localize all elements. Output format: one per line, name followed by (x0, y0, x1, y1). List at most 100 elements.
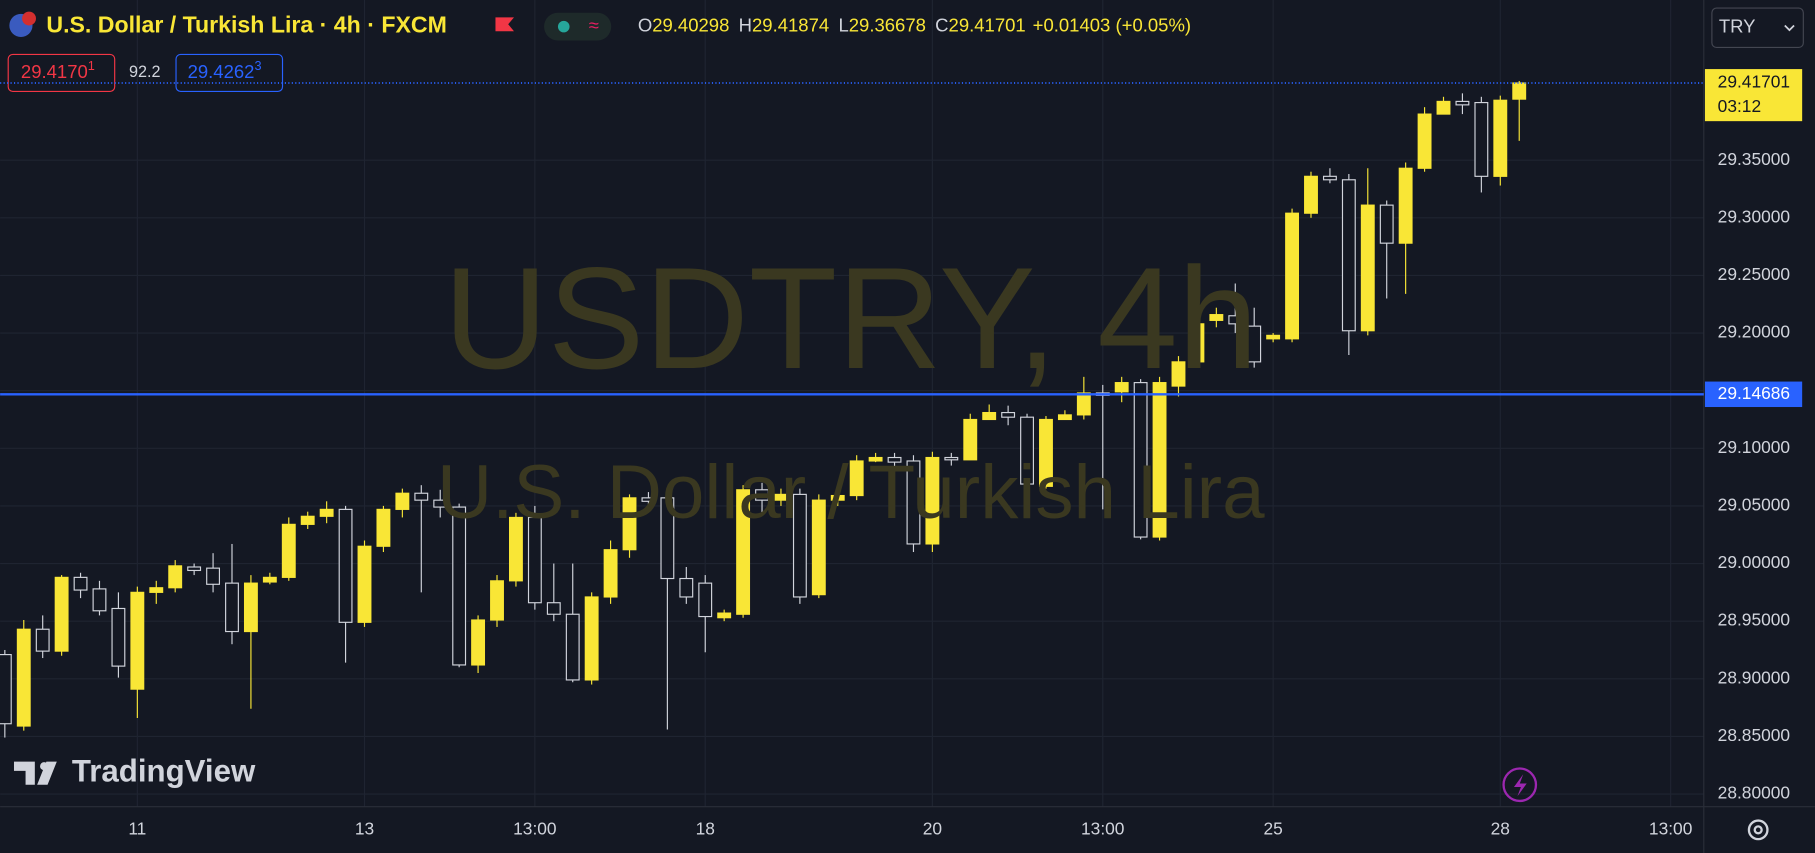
candle-body (357, 545, 372, 623)
dropdown-arrow (1784, 24, 1795, 32)
candle-body (925, 456, 940, 545)
candle-body (603, 549, 618, 598)
ohlc-label: H (739, 15, 752, 36)
candle-body (698, 582, 713, 618)
x-tick-label: 13:00 (1649, 818, 1692, 838)
y-tick-label: 29.35000 (1718, 149, 1790, 169)
buy-button[interactable] (175, 53, 284, 93)
candle-body (774, 493, 788, 501)
candle-body (149, 587, 164, 593)
candle-body (584, 596, 599, 681)
candle-body (281, 523, 296, 578)
data-status: ≈ (589, 15, 599, 36)
candle-body (1247, 325, 1262, 363)
x-tick-label: 20 (923, 818, 942, 838)
bid-price: 29.41701 (21, 58, 95, 81)
y-tick-label: 28.80000 (1718, 783, 1790, 803)
candle-body (887, 456, 902, 463)
y-tick-label: 29.00000 (1718, 552, 1790, 572)
candle-body (1341, 179, 1356, 332)
candle-body (338, 508, 353, 623)
brand-logo (40, 762, 49, 771)
status-pill[interactable] (544, 12, 612, 41)
price-line-label: 29.14686 (1718, 383, 1790, 403)
candle-body (130, 591, 145, 690)
candle-body (660, 497, 675, 580)
candle-body (433, 499, 448, 508)
candle-body (1133, 382, 1148, 538)
countdown: 03:12 (1718, 96, 1761, 116)
ohlc-label: C (935, 15, 948, 36)
x-tick-label: 13:00 (1081, 818, 1124, 838)
ask-sup: 3 (254, 58, 261, 73)
ohlc-change: +0.01403 (+0.05%) (1033, 15, 1191, 36)
flag-marker[interactable] (495, 17, 514, 32)
candle-body (641, 497, 656, 502)
candle-body (187, 566, 202, 572)
candle-body (868, 456, 883, 462)
candle-body (982, 411, 997, 421)
ohlc-label: O (638, 15, 652, 36)
spread: 92.2 (129, 63, 161, 81)
symbol-title[interactable]: U.S. Dollar / Turkish Lira · 4h · FXCM (46, 12, 446, 38)
ohlc-label: L (838, 15, 848, 36)
candle-body (395, 492, 410, 510)
settings-icon (1753, 825, 1763, 835)
x-tick-label: 13:00 (513, 818, 556, 838)
candle-body (1190, 323, 1205, 363)
candle-body (830, 494, 845, 501)
y-tick-label: 29.25000 (1718, 264, 1790, 284)
candle-body (1417, 113, 1432, 169)
bid-sup: 1 (88, 58, 95, 73)
candle-body (1266, 334, 1281, 340)
candle-body (906, 460, 921, 545)
candle-body (527, 516, 542, 604)
last-price-label: 29.41701 (1718, 72, 1790, 92)
flag-icon (22, 11, 36, 26)
candle-body (0, 654, 12, 725)
candle-body (1001, 411, 1016, 418)
market-status (557, 20, 570, 33)
sell-button[interactable] (7, 53, 116, 93)
candle-body (679, 577, 694, 598)
candle-body (736, 489, 751, 615)
price-line-tag (1704, 381, 1803, 408)
candle-body (1114, 382, 1129, 393)
candle-body (1436, 100, 1451, 115)
candle-body (319, 508, 334, 517)
y-tick-label: 28.85000 (1718, 725, 1790, 745)
brand-name: TradingView (72, 753, 256, 788)
ohlc-value: 29.41701 (949, 15, 1026, 36)
y-tick-label: 29.30000 (1718, 206, 1790, 226)
candle-body (471, 619, 486, 666)
candle-body (1057, 414, 1072, 421)
alert-icon (1513, 774, 1527, 797)
x-tick-label: 25 (1263, 818, 1282, 838)
x-tick-label: 28 (1491, 818, 1510, 838)
candle-body (1398, 167, 1413, 244)
candle-body (546, 602, 561, 615)
candle-body (225, 582, 239, 633)
alert-icon[interactable] (1502, 767, 1538, 803)
candle-body (168, 565, 183, 589)
candle-body (1209, 314, 1224, 321)
candle-body (376, 508, 391, 547)
candle-body (1285, 212, 1300, 340)
candle-body (206, 567, 221, 585)
y-tick-label: 29.05000 (1718, 494, 1790, 514)
candle-body (111, 607, 126, 667)
watermark-symbol: USDTRY, 4h (443, 237, 1258, 399)
settings-icon[interactable] (1747, 819, 1769, 841)
last-price-tag (1704, 69, 1803, 122)
ohlc-value: 29.41874 (752, 15, 829, 36)
currency-select[interactable] (1711, 7, 1804, 49)
watermark-name: U.S. Dollar / Turkish Lira (437, 450, 1265, 535)
candle-body (1379, 204, 1394, 244)
candle-body (849, 460, 864, 497)
candle-body (792, 493, 807, 598)
ohlc-value: 29.40298 (652, 15, 729, 36)
candle-body (963, 418, 978, 461)
currency: TRY (1719, 16, 1756, 37)
